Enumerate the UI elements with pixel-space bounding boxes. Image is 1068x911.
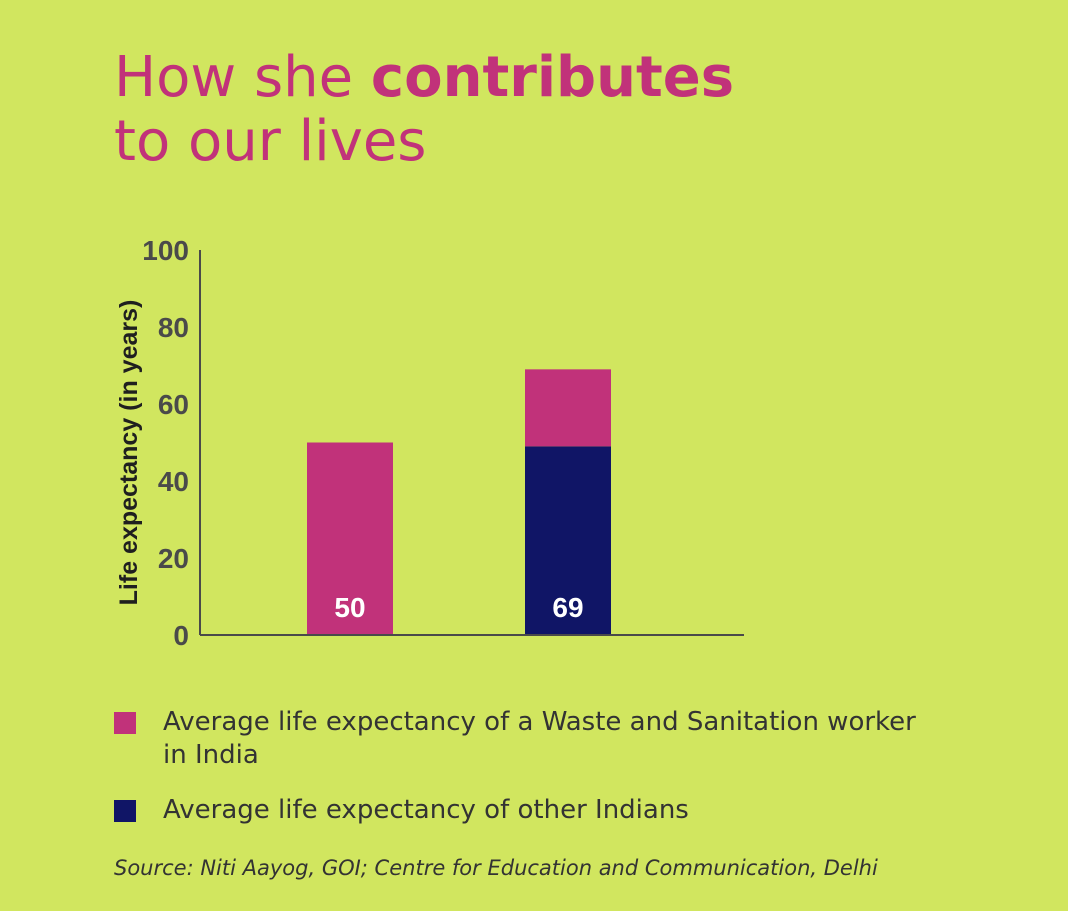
title-line1-pre: How she — [114, 45, 371, 110]
source-note: Source: Niti Aayog, GOI; Centre for Educ… — [114, 856, 878, 880]
legend: Average life expectancy of a Waste and S… — [114, 706, 934, 849]
bar-segment — [307, 442, 393, 635]
data-labels: 50 69 — [334, 592, 583, 623]
chart-title: How she contributes to our lives — [114, 46, 734, 174]
y-tick-label: 80 — [158, 312, 189, 343]
y-tick-label: 40 — [158, 466, 189, 497]
bar-chart: 0 20 40 60 80 100 50 69 Life expectancy (in ye… — [115, 235, 744, 651]
y-tick-label: 0 — [173, 620, 189, 651]
title-line2: to our lives — [114, 109, 427, 174]
legend-swatch — [114, 800, 136, 822]
legend-item-other-indians: Average life expectancy of other Indians — [114, 794, 934, 827]
bar-segment — [525, 369, 611, 447]
bar-data-label: 50 — [334, 592, 365, 623]
title-line1-bold: contributes — [370, 45, 735, 110]
bar-data-label: 69 — [552, 592, 583, 623]
y-axis-label: Life expectancy (in years) — [115, 300, 143, 606]
legend-swatch — [114, 712, 136, 734]
bar-segment — [525, 446, 611, 635]
y-tick-label: 100 — [142, 235, 189, 266]
legend-item-sanitation-workers: Average life expectancy of a Waste and S… — [114, 706, 934, 772]
y-tick-label: 60 — [158, 389, 189, 420]
y-tick-label: 20 — [158, 543, 189, 574]
legend-label: Average life expectancy of other Indians — [163, 795, 689, 825]
y-axis-ticks: 0 20 40 60 80 100 — [142, 235, 189, 651]
bars — [307, 369, 611, 635]
legend-label: Average life expectancy of a Waste and S… — [163, 707, 916, 770]
